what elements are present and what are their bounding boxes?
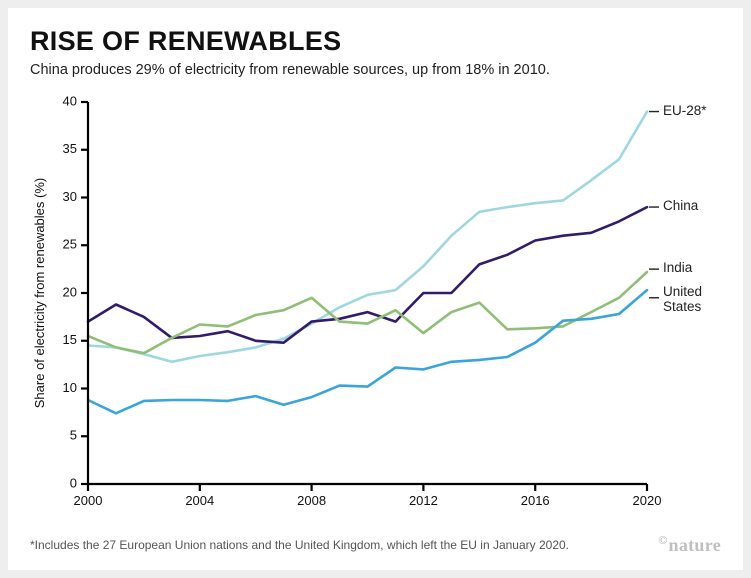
series-line xyxy=(88,290,647,413)
ytick-label: 35 xyxy=(63,141,77,156)
ytick-label: 15 xyxy=(63,332,77,347)
page-subtitle: China produces 29% of electricity from r… xyxy=(30,61,721,81)
ytick-label: 10 xyxy=(63,380,77,395)
y-axis-label: Share of electricity from renewables (%) xyxy=(32,178,47,408)
series-label: India xyxy=(663,260,692,276)
footnote-text: *Includes the 27 European Union nations … xyxy=(30,538,569,552)
chart-area: 0 5 10 15 20 25 30 35 40 2000 2004 2008 2012 2016 2020… xyxy=(30,94,721,514)
ytick-label: 0 xyxy=(70,475,77,490)
xtick-label: 2016 xyxy=(521,493,550,508)
series-label: China xyxy=(663,198,698,214)
xtick-label: 2012 xyxy=(409,493,438,508)
series-label: UnitedStates xyxy=(663,284,702,315)
brand-logo: ©nature xyxy=(658,533,721,556)
figure-inner: RISE OF RENEWABLES China produces 29% of… xyxy=(8,8,743,570)
xtick-label: 2008 xyxy=(297,493,326,508)
header-block: RISE OF RENEWABLES China produces 29% of… xyxy=(8,8,743,81)
ytick-label: 40 xyxy=(63,93,77,108)
ytick-label: 20 xyxy=(63,284,77,299)
xtick-label: 2000 xyxy=(74,493,103,508)
xtick-label: 2004 xyxy=(185,493,214,508)
figure-frame: RISE OF RENEWABLES China produces 29% of… xyxy=(0,0,751,578)
ytick-label: 5 xyxy=(70,428,77,443)
ytick-label: 25 xyxy=(63,237,77,252)
ytick-label: 30 xyxy=(63,189,77,204)
xtick-label: 2020 xyxy=(633,493,662,508)
footer-row: *Includes the 27 European Union nations … xyxy=(30,533,721,556)
series-label: EU-28* xyxy=(663,103,707,119)
page-title: RISE OF RENEWABLES xyxy=(30,26,721,57)
